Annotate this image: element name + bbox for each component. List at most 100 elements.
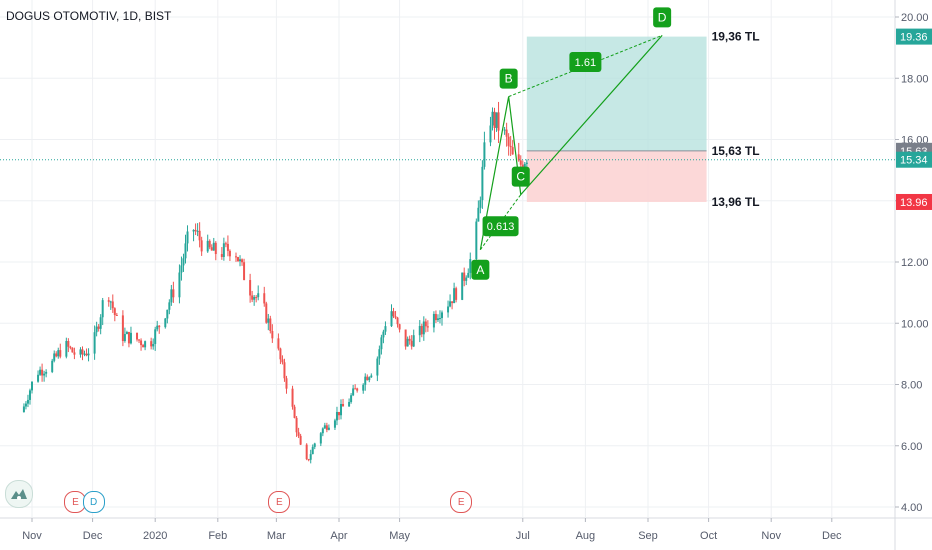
candle-body[interactable] <box>226 243 229 251</box>
candle-body[interactable] <box>67 341 70 347</box>
candle-body[interactable] <box>509 145 512 148</box>
candle-body[interactable] <box>57 350 60 357</box>
candle-body[interactable] <box>438 318 441 320</box>
candle-body[interactable] <box>507 136 510 146</box>
candle-body[interactable] <box>325 425 328 430</box>
candle-body[interactable] <box>449 301 452 307</box>
candle-body[interactable] <box>404 329 407 347</box>
candle-body[interactable] <box>214 242 217 255</box>
candle-body[interactable] <box>251 295 254 300</box>
candle-body[interactable] <box>475 221 478 260</box>
candle-body[interactable] <box>283 362 286 379</box>
candle-body[interactable] <box>426 326 429 328</box>
candle-body[interactable] <box>424 321 427 327</box>
candle-body[interactable] <box>491 111 494 126</box>
candle-body[interactable] <box>97 326 100 329</box>
candle-body[interactable] <box>525 162 528 164</box>
candle-body[interactable] <box>503 129 506 131</box>
candle-body[interactable] <box>95 326 98 333</box>
candle-body[interactable] <box>170 289 173 303</box>
candle-body[interactable] <box>323 425 326 429</box>
candle-body[interactable] <box>228 250 231 257</box>
candle-body[interactable] <box>28 390 31 400</box>
candle-body[interactable] <box>180 265 183 273</box>
candle-body[interactable] <box>24 403 27 407</box>
candle-body[interactable] <box>127 331 130 344</box>
candle-body[interactable] <box>138 339 141 341</box>
candle-body[interactable] <box>99 317 102 329</box>
candle-body[interactable] <box>291 388 294 407</box>
candle-body[interactable] <box>43 373 46 376</box>
candle-body[interactable] <box>432 313 435 328</box>
tradingview-logo-icon[interactable] <box>5 480 33 508</box>
candle-body[interactable] <box>166 309 169 319</box>
candle-body[interactable] <box>469 259 472 273</box>
candle-body[interactable] <box>93 332 96 354</box>
candle-body[interactable] <box>299 435 302 445</box>
candle-body[interactable] <box>453 288 456 304</box>
candle-body[interactable] <box>194 229 197 232</box>
candle-body[interactable] <box>83 353 86 355</box>
candle-body[interactable] <box>144 341 147 348</box>
candle-body[interactable] <box>37 374 40 382</box>
candle-body[interactable] <box>505 129 508 137</box>
candle-body[interactable] <box>263 293 266 304</box>
candle-body[interactable] <box>73 352 76 355</box>
candle-body[interactable] <box>125 331 128 335</box>
candle-body[interactable] <box>455 288 458 300</box>
candle-body[interactable] <box>489 125 492 143</box>
candle-body[interactable] <box>451 301 454 304</box>
candle-body[interactable] <box>107 300 110 302</box>
candle-body[interactable] <box>142 345 145 348</box>
candle-body[interactable] <box>370 375 373 378</box>
candle-body[interactable] <box>392 311 395 317</box>
candle-body[interactable] <box>279 348 282 360</box>
candle-body[interactable] <box>461 272 464 300</box>
candle-body[interactable] <box>243 262 246 281</box>
candle-body[interactable] <box>257 293 260 298</box>
candle-body[interactable] <box>511 147 514 155</box>
stop-zone[interactable] <box>526 150 707 202</box>
candle-body[interactable] <box>467 272 470 278</box>
pattern-point-d[interactable] <box>653 7 672 28</box>
candle-body[interactable] <box>51 360 54 372</box>
candle-body[interactable] <box>265 303 268 323</box>
candle-body[interactable] <box>408 338 411 341</box>
candle-body[interactable] <box>412 335 415 347</box>
pattern-point-b[interactable] <box>499 68 518 89</box>
candle-body[interactable] <box>172 289 175 298</box>
candle-body[interactable] <box>479 200 482 208</box>
candle-body[interactable] <box>337 411 340 416</box>
candle-body[interactable] <box>123 334 126 342</box>
candle-body[interactable] <box>477 207 480 222</box>
candle-body[interactable] <box>390 311 393 327</box>
candle-body[interactable] <box>178 272 181 298</box>
candle-body[interactable] <box>109 301 112 303</box>
candle-body[interactable] <box>366 376 369 381</box>
candle-body[interactable] <box>220 254 223 257</box>
candle-body[interactable] <box>184 243 187 259</box>
ratio-badge-ac[interactable] <box>482 216 519 237</box>
candle-body[interactable] <box>380 337 383 350</box>
candle-body[interactable] <box>208 240 211 248</box>
candle-body[interactable] <box>277 338 280 349</box>
candle-body[interactable] <box>327 427 330 430</box>
candle-body[interactable] <box>352 388 355 396</box>
candle-body[interactable] <box>523 163 526 170</box>
candle-body[interactable] <box>394 316 397 318</box>
candle-body[interactable] <box>71 347 74 353</box>
candle-body[interactable] <box>384 326 387 332</box>
candle-body[interactable] <box>348 401 351 407</box>
candle-body[interactable] <box>356 388 359 391</box>
candle-body[interactable] <box>398 324 401 330</box>
candle-body[interactable] <box>269 318 272 332</box>
candle-body[interactable] <box>198 230 201 241</box>
candle-body[interactable] <box>222 243 225 257</box>
candle-body[interactable] <box>396 317 399 325</box>
candle-body[interactable] <box>39 369 42 375</box>
candle-body[interactable] <box>335 411 338 421</box>
candle-body[interactable] <box>342 403 345 407</box>
candle-body[interactable] <box>158 325 161 328</box>
candle-body[interactable] <box>497 112 500 131</box>
